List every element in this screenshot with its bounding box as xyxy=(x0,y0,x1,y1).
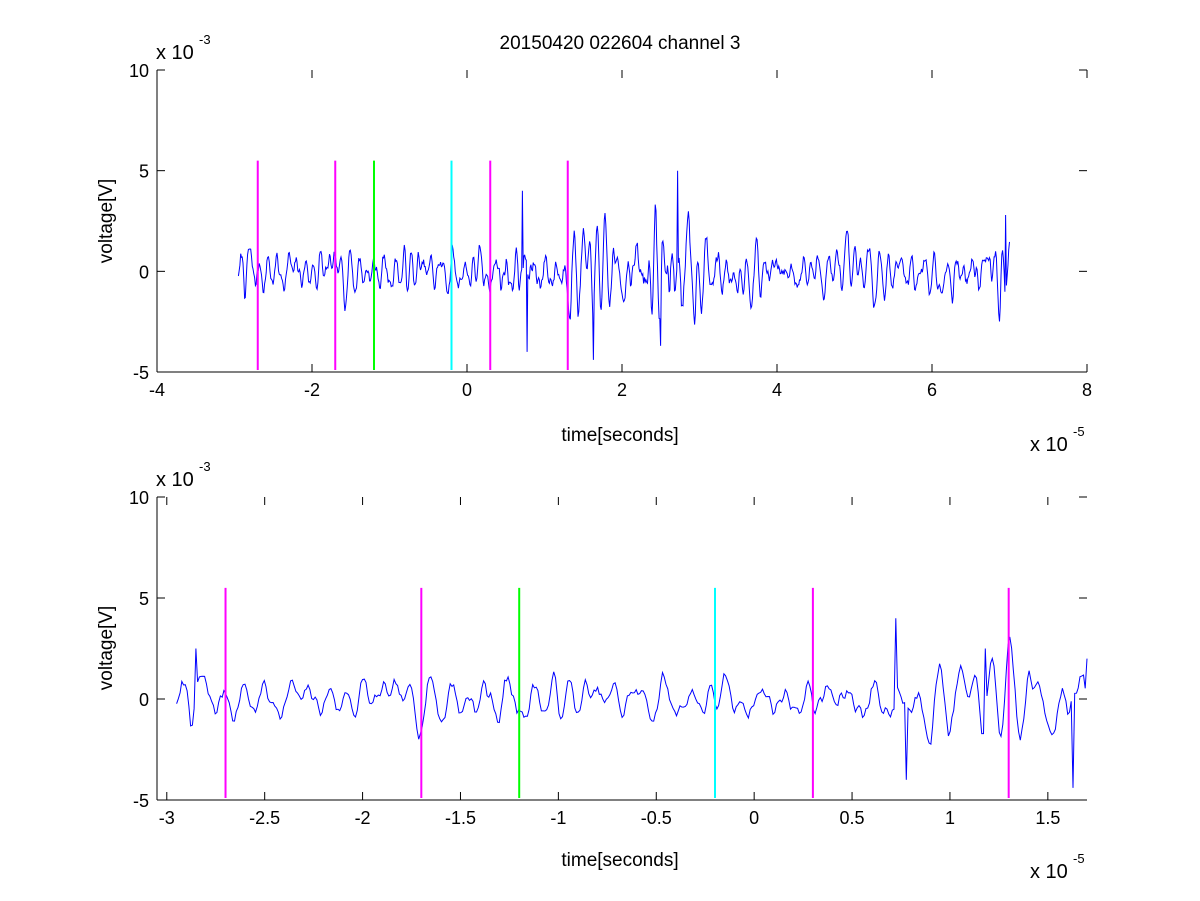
top-subplot: 20150420 022604 channel 3 time[seconds] … xyxy=(96,32,1092,456)
x-tick-label: -3 xyxy=(159,808,175,828)
y-exponent: x 10 -3 xyxy=(156,459,211,491)
x-tick-label: 2 xyxy=(617,380,627,400)
chart-title: 20150420 022604 channel 3 xyxy=(500,33,741,54)
y-tick-label: 5 xyxy=(139,162,149,182)
x-tick-label: -2 xyxy=(355,808,371,828)
y-tick-label: -5 xyxy=(133,791,149,811)
x-axis-label: time[seconds] xyxy=(561,850,678,871)
x-tick-label: 4 xyxy=(772,380,782,400)
x-tick-label: 1.5 xyxy=(1035,808,1060,828)
y-tick-label: 0 xyxy=(139,262,149,282)
x-tick-label: 0 xyxy=(749,808,759,828)
x-tick-label: 0 xyxy=(462,380,472,400)
y-axis-label: voltage[V] xyxy=(96,606,117,691)
x-tick-label: 8 xyxy=(1082,380,1092,400)
x-exponent-power: -5 xyxy=(1073,851,1085,866)
bottom-subplot: time[seconds] voltage[V] x 10 -3 x 10 -5… xyxy=(96,459,1088,883)
x-tick-label: 0.5 xyxy=(840,808,865,828)
signal-trace xyxy=(237,170,1010,360)
y-exponent: x 10 -3 xyxy=(156,32,211,64)
x-exponent: x 10 -5 xyxy=(1030,851,1085,883)
y-exponent-power: -3 xyxy=(199,459,211,474)
y-exponent-base: x 10 xyxy=(156,469,194,491)
x-tick-label: 6 xyxy=(927,380,937,400)
x-exponent-base: x 10 xyxy=(1030,861,1068,883)
y-tick-label: 0 xyxy=(139,690,149,710)
x-tick-label: -0.5 xyxy=(641,808,672,828)
y-exponent-base: x 10 xyxy=(156,42,194,64)
y-tick-label: 10 xyxy=(129,488,149,508)
x-exponent-power: -5 xyxy=(1073,424,1085,439)
signal-trace xyxy=(176,618,1088,788)
x-tick-label: -1.5 xyxy=(445,808,476,828)
x-tick-label: -4 xyxy=(149,380,165,400)
x-tick-label: -2 xyxy=(304,380,320,400)
x-exponent: x 10 -5 xyxy=(1030,424,1085,456)
y-tick-label: 5 xyxy=(139,589,149,609)
x-exponent-base: x 10 xyxy=(1030,434,1068,456)
y-tick-label: -5 xyxy=(133,363,149,383)
x-tick-label: -2.5 xyxy=(249,808,280,828)
y-tick-label: 10 xyxy=(129,61,149,81)
y-exponent-power: -3 xyxy=(199,32,211,47)
x-tick-label: -1 xyxy=(550,808,566,828)
x-axis-label: time[seconds] xyxy=(561,425,678,446)
y-axis-label: voltage[V] xyxy=(96,179,117,264)
x-tick-label: 1 xyxy=(945,808,955,828)
